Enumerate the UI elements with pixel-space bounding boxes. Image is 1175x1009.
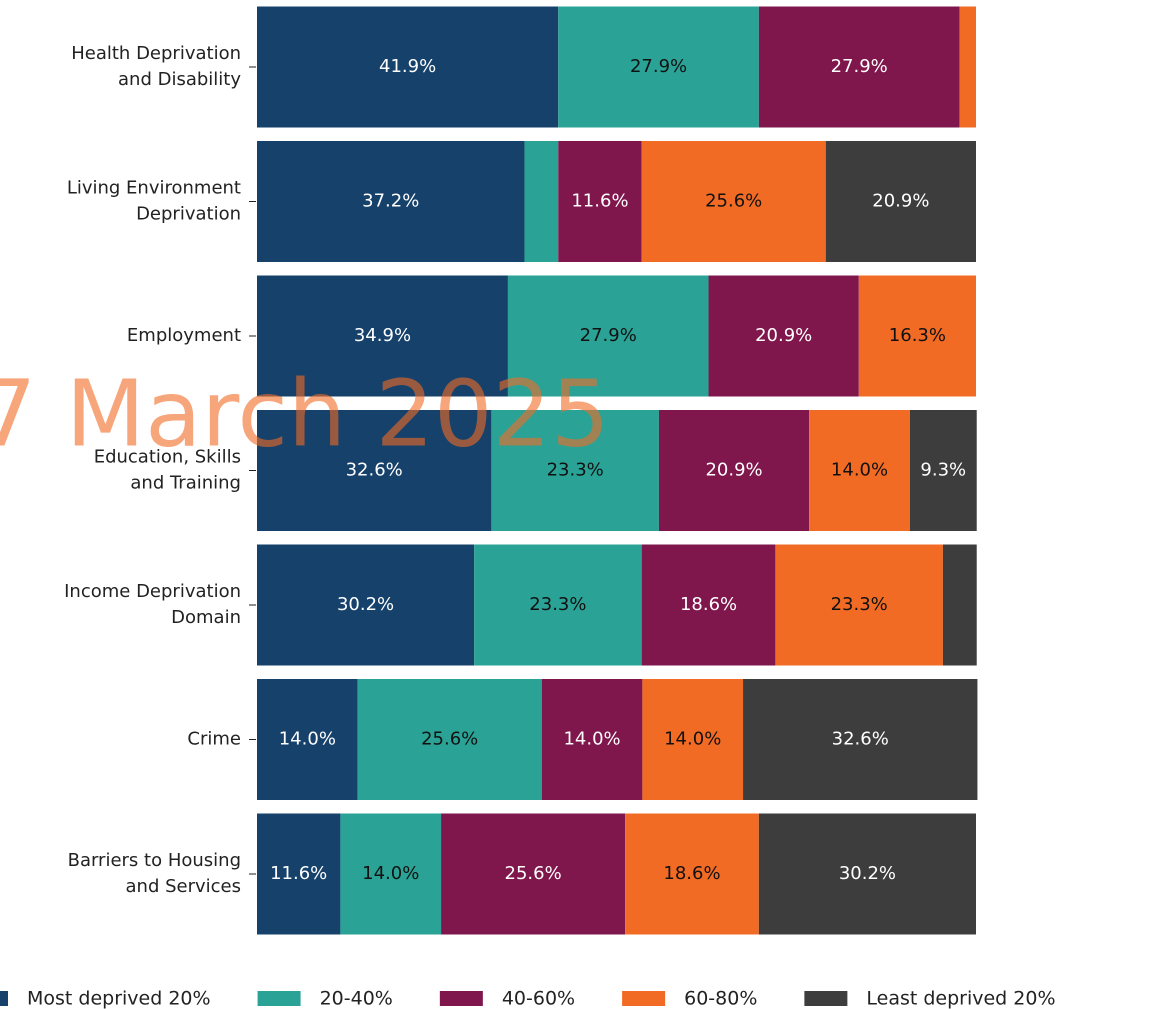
data-label: 20.9% [705, 460, 762, 481]
legend-swatch [257, 991, 301, 1006]
bar-segment [257, 544, 475, 666]
bar-segment [558, 6, 759, 128]
bar-segment [658, 410, 810, 531]
y-tick-label: Employment [127, 325, 241, 346]
bar-segment [758, 6, 960, 128]
data-label: 37.2% [362, 191, 419, 212]
data-label: 20.9% [755, 325, 812, 346]
data-label: 27.9% [630, 56, 687, 77]
data-label: 34.9% [354, 325, 411, 346]
data-label: 16.3% [889, 325, 946, 346]
legend-label: 20-40% [320, 988, 393, 1009]
data-label: 11.6% [571, 191, 628, 212]
y-tick-label: Education, Skills and Training [94, 447, 241, 494]
data-label: 27.9% [580, 325, 637, 346]
bar-segment [524, 141, 559, 262]
bar-segment [858, 275, 976, 397]
legend-swatch [0, 991, 8, 1006]
legend-label: 60-80% [684, 988, 757, 1009]
data-label: 30.2% [839, 863, 896, 884]
data-label: 27.9% [831, 56, 888, 77]
data-label: 14.0% [831, 460, 888, 481]
data-label: 9.3% [920, 460, 966, 481]
bar-segment [758, 813, 976, 935]
bar-segment [541, 679, 643, 800]
legend-label: Most deprived 20% [27, 988, 211, 1009]
data-label: 14.0% [563, 729, 620, 750]
data-label: 32.6% [832, 729, 889, 750]
data-label: 14.0% [279, 729, 336, 750]
bar-segment [257, 6, 559, 128]
data-label: 11.6% [270, 863, 327, 884]
bar-segment [257, 141, 525, 262]
bar-segment [558, 141, 642, 262]
bar-segment [708, 275, 859, 397]
bar-segment [743, 679, 978, 800]
data-label: 23.3% [529, 594, 586, 615]
y-tick-label: Income Deprivation Domain [64, 581, 241, 628]
data-label: 18.6% [680, 594, 737, 615]
data-label: 25.6% [705, 191, 762, 212]
data-label: 20.9% [872, 191, 929, 212]
data-label: 14.0% [664, 729, 721, 750]
legend-swatch [439, 991, 483, 1006]
bar-segment [642, 679, 744, 800]
y-tick-label: Barriers to Housing and Services [68, 850, 241, 897]
bar-segment [641, 544, 776, 666]
bar-segment [942, 544, 977, 666]
bar-segment [257, 679, 358, 800]
bar-segment [775, 544, 943, 666]
bar-segment [257, 813, 341, 935]
legend-label: Least deprived 20% [866, 988, 1055, 1009]
bar-segment [825, 141, 976, 262]
bar-segment [340, 813, 442, 935]
data-label: 23.3% [831, 594, 888, 615]
data-label: 41.9% [379, 56, 436, 77]
data-label: 30.2% [337, 594, 394, 615]
bar-segment [257, 275, 508, 397]
data-label: 18.6% [663, 863, 720, 884]
legend-swatch [804, 991, 848, 1006]
data-label: 25.6% [505, 863, 562, 884]
watermark: 7 March 2025 [0, 360, 610, 467]
legend-swatch [622, 991, 666, 1006]
data-label: 25.6% [421, 729, 478, 750]
y-tick-label: Living Environment Deprivation [67, 178, 241, 225]
legend-label: 40-60% [502, 988, 575, 1009]
y-tick-label: Crime [187, 729, 241, 750]
data-label: 32.6% [346, 460, 403, 481]
bar-segment [441, 813, 626, 935]
bar-segment [641, 141, 826, 262]
bar-segment [507, 275, 709, 397]
bar-segment [909, 410, 977, 531]
bar-segment [474, 544, 642, 666]
bar-segment [491, 410, 659, 531]
bar-segment [625, 813, 759, 935]
bar-segment [357, 679, 542, 800]
y-tick-label: Health Deprivation and Disability [71, 43, 241, 90]
data-label: 14.0% [362, 863, 419, 884]
data-label: 23.3% [547, 460, 604, 481]
bar-segment [809, 410, 910, 531]
bar-segment [257, 410, 492, 531]
bar-segment [959, 6, 976, 128]
